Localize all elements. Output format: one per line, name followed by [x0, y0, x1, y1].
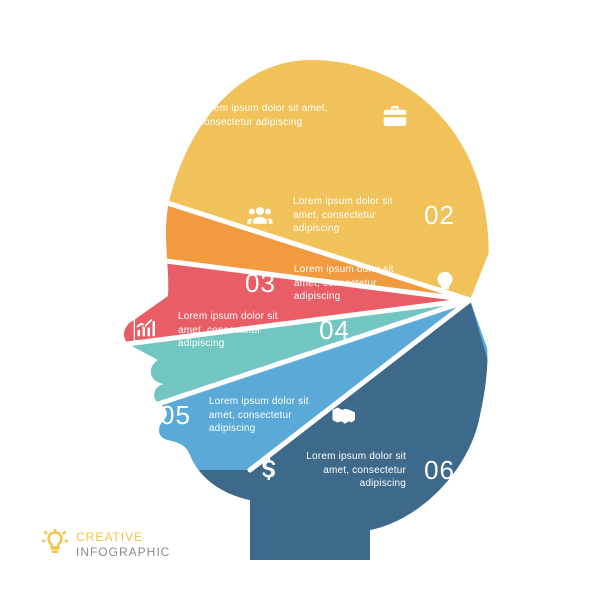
- brand-line1: CREATIVE: [76, 530, 143, 544]
- brand-text: CREATIVE INFOGRAPHIC: [76, 530, 170, 559]
- brand-line2: INFOGRAPHIC: [76, 545, 170, 559]
- lightbulb-outline-icon: [42, 529, 68, 560]
- infographic-stage: 01 Lorem ipsum dolor sit amet, consectet…: [0, 0, 600, 600]
- head-silhouette: [0, 0, 600, 600]
- brand-block: CREATIVE INFOGRAPHIC: [42, 529, 170, 560]
